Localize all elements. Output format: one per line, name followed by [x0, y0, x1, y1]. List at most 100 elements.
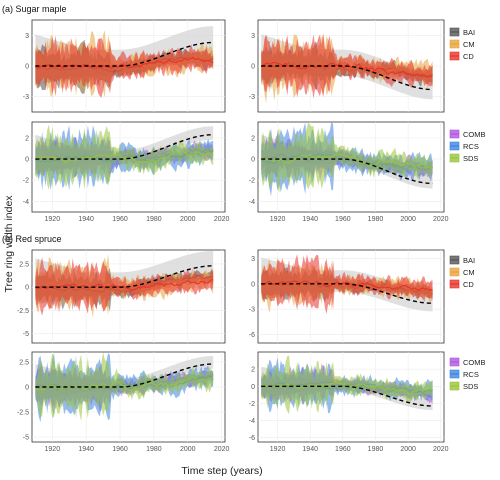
x-tick-label: 1980: [146, 216, 162, 223]
y-tick-label: -3: [249, 307, 255, 314]
legend-label: BAI: [463, 28, 475, 37]
y-tick-label: 3: [251, 33, 255, 40]
y-tick-label: 0: [25, 285, 29, 292]
y-tick-label: -6: [249, 332, 255, 339]
legend-swatch-COMB: [449, 357, 460, 367]
x-tick-label: 2000: [400, 216, 416, 223]
y-axis-title: Tree ring width index: [3, 195, 15, 293]
legend-label: BAI: [463, 256, 475, 265]
legend-label: RCS: [463, 370, 479, 379]
legends: BAI CM CD COMB RCS SDS BAI CM CD COMB RCS SDS: [449, 27, 486, 391]
chart-panel-b-top-left: -5 -2.5 0 2.5: [17, 249, 226, 344]
y-tick-label: 0: [251, 157, 255, 164]
y-tick-label: -4: [249, 199, 255, 206]
y-tick-label: 2.5: [19, 261, 29, 268]
x-tick-label: 2020: [214, 216, 230, 223]
y-tick-label: 2.5: [19, 360, 29, 367]
legend-swatch-COMB: [449, 129, 460, 139]
y-tick-label: 0: [25, 157, 29, 164]
y-tick-label: 2: [251, 135, 255, 142]
x-tick-label: 1980: [146, 446, 162, 453]
legend-swatch-CD: [449, 279, 460, 289]
y-tick-label: -2.5: [17, 308, 29, 315]
legend-label: COMB: [463, 130, 486, 139]
trend-line: [35, 41, 214, 67]
x-tick-label: 1960: [112, 216, 128, 223]
series-line-SDS: [35, 150, 214, 164]
trend-line: [35, 134, 214, 160]
legend-swatch-RCS: [449, 141, 460, 151]
legend-swatch-SDS: [449, 381, 460, 391]
y-tick-label: 2: [25, 135, 29, 142]
x-tick-label: 1920: [270, 446, 286, 453]
legend-label: SDS: [463, 382, 478, 391]
y-tick-label: 3: [25, 33, 29, 40]
series-line-CD: [35, 279, 214, 291]
chart-panel-b-bottom-left: -5 -2.5 0 2.5 1920 1940 1960 1980 2000 2020: [17, 351, 230, 453]
y-tick-label: 3: [251, 256, 255, 263]
legend-label: CD: [463, 52, 474, 61]
trend-line: [261, 283, 433, 304]
legend-label: COMB: [463, 358, 486, 367]
y-tick-label: -2: [249, 401, 255, 408]
x-tick-label: 1960: [335, 216, 351, 223]
chart-panel-b-bottom-right: -6 -4 -2 0 2 1920 1940 1960 1980 2000 2020: [249, 351, 449, 453]
legend-swatch-SDS: [449, 153, 460, 163]
series-band-SDS: [261, 122, 433, 194]
x-tick-label: 1940: [302, 216, 318, 223]
x-tick-label: 1940: [302, 446, 318, 453]
series-line-SDS: [261, 153, 433, 170]
chart-panel-a-bottom-right: -4 -2 0 2 1920 1940 1960 1980 2000 2020: [249, 121, 449, 223]
x-tick-label: 1920: [270, 216, 286, 223]
legend-label: CD: [463, 280, 474, 289]
chart-panel-a-top-right: -3 0 3: [249, 19, 445, 113]
x-tick-label: 1920: [45, 216, 61, 223]
y-tick-label: 0: [251, 64, 255, 71]
trend-line: [261, 65, 433, 91]
y-tick-label: 0: [25, 64, 29, 71]
y-tick-label: -6: [249, 435, 255, 442]
y-tick-label: -4: [23, 199, 29, 206]
series-band-CD: [35, 35, 214, 98]
panel-b-title: (b) Red spruce: [2, 234, 62, 244]
series-band-SDS: [261, 355, 433, 415]
panel-a-title: (a) Sugar maple: [2, 4, 67, 14]
trend-line: [35, 265, 214, 288]
legend-label: CM: [463, 40, 475, 49]
y-tick-label: -2: [249, 178, 255, 185]
y-tick-label: 0: [251, 384, 255, 391]
y-tick-label: -3: [249, 94, 255, 101]
y-tick-label: -2.5: [17, 410, 29, 417]
x-tick-label: 2020: [433, 446, 449, 453]
chart-panel-a-bottom-left: -4 -2 0 2 1920 1940 1960 1980 2000 2020: [23, 121, 230, 223]
x-tick-label: 1920: [45, 446, 61, 453]
x-tick-label: 2020: [214, 446, 230, 453]
series-band-SDS: [35, 124, 214, 190]
legend-methods: BAI CM CD: [449, 255, 475, 289]
legend-combos: COMB RCS SDS: [449, 129, 486, 163]
x-tick-label: 2000: [180, 446, 196, 453]
x-tick-label: 1940: [78, 446, 94, 453]
x-tick-label: 2020: [433, 216, 449, 223]
legend-label: CM: [463, 268, 475, 277]
legend-swatch-CM: [449, 267, 460, 277]
x-tick-label: 1980: [368, 216, 384, 223]
y-tick-label: 0: [25, 385, 29, 392]
series-line-CD: [35, 56, 214, 69]
series-line-SDS: [260, 381, 433, 396]
legend-label: SDS: [463, 154, 478, 163]
chart-panel-a-top-left: -3 0 3: [23, 19, 226, 113]
trend-line: [261, 158, 433, 185]
legend-swatch-RCS: [449, 369, 460, 379]
trend-line: [261, 385, 433, 407]
x-tick-label: 2000: [180, 216, 196, 223]
y-tick-label: -3: [23, 94, 29, 101]
x-tick-label: 1960: [335, 446, 351, 453]
y-tick-label: -5: [23, 435, 29, 442]
series-line-SDS: [35, 376, 214, 392]
legend-label: RCS: [463, 142, 479, 151]
y-tick-label: 2: [251, 367, 255, 374]
y-tick-label: -5: [23, 331, 29, 338]
